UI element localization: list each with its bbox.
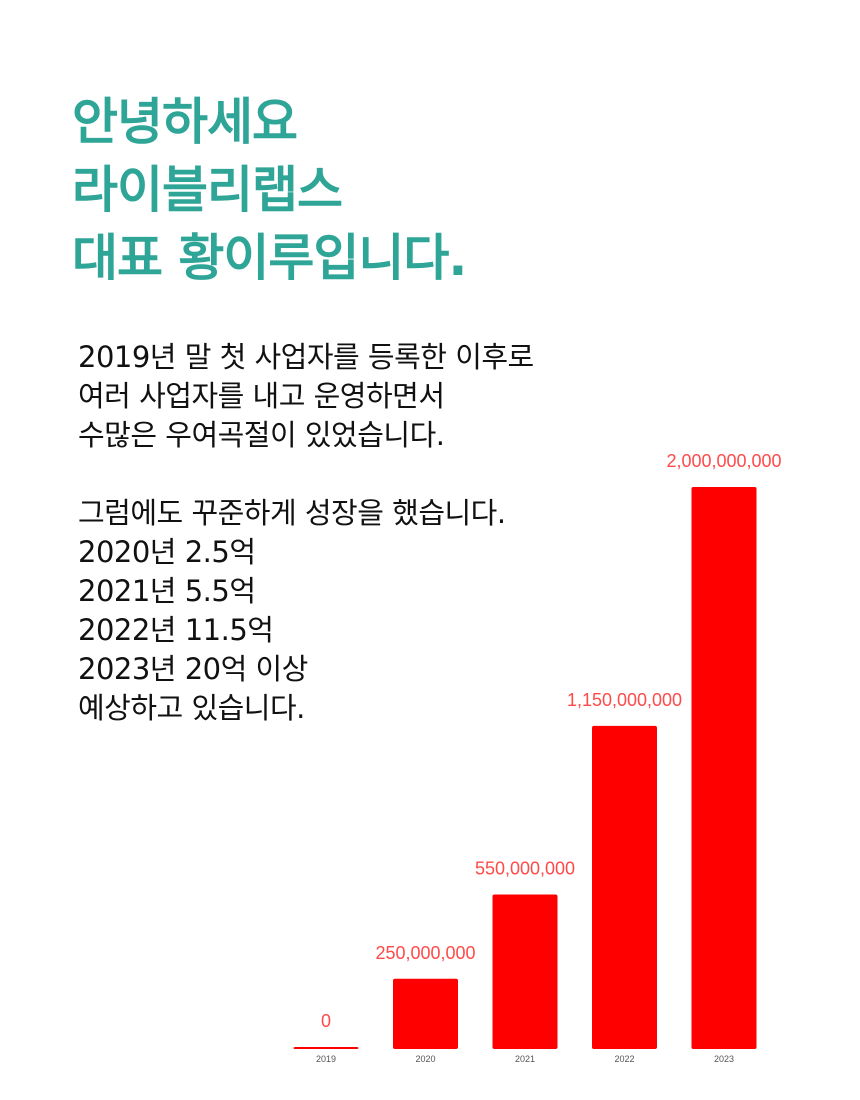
x-tick-2019: 2019 — [316, 1054, 336, 1064]
x-tick-2022: 2022 — [614, 1054, 634, 1064]
bar-2019 — [293, 1047, 359, 1049]
data-label-2023: 2,000,000,000 — [666, 451, 781, 471]
bar-2023 — [691, 487, 757, 1049]
revenue-line-2021: 2021년 5.5억 — [78, 574, 256, 608]
data-label-2021: 550,000,000 — [475, 858, 575, 878]
bar-2022 — [592, 725, 657, 1049]
data-label-2022: 1,150,000,000 — [567, 690, 682, 710]
revenue-line-2022: 2022년 11.5억 — [78, 613, 274, 647]
heading-line-1: 안녕하세요 — [72, 93, 298, 151]
intro-line: 2019년 말 첫 사업자를 등록한 이후로 — [78, 340, 534, 374]
intro-text: 2019년 말 첫 사업자를 등록한 이후로 여러 사업자를 내고 운영하면서 … — [78, 338, 534, 728]
bar-2020 — [393, 978, 458, 1049]
heading-line-3: 대표 황이루입니다. — [72, 229, 467, 287]
x-tick-2020: 2020 — [415, 1054, 435, 1064]
intro-line: 여러 사업자를 내고 운영하면서 — [78, 379, 445, 413]
intro-line: 수많은 우여곡절이 있었습니다. — [78, 418, 445, 452]
intro-line: 예상하고 있습니다. — [78, 691, 305, 725]
revenue-line-2020: 2020년 2.5억 — [78, 535, 256, 569]
data-label-2019: 0 — [321, 1011, 331, 1031]
bar-2021 — [492, 894, 558, 1049]
heading-line-2: 라이블리랩스 — [72, 161, 343, 219]
data-label-2020: 250,000,000 — [375, 943, 475, 963]
revenue-line-2023: 2023년 20억 이상 — [78, 652, 308, 686]
x-tick-2021: 2021 — [515, 1054, 535, 1064]
heading: 안녕하세요 라이블리랩스 대표 황이루입니다. — [72, 88, 467, 292]
intro-line: 그럼에도 꾸준하게 성장을 했습니다. — [78, 496, 506, 530]
x-tick-2023: 2023 — [714, 1054, 734, 1064]
